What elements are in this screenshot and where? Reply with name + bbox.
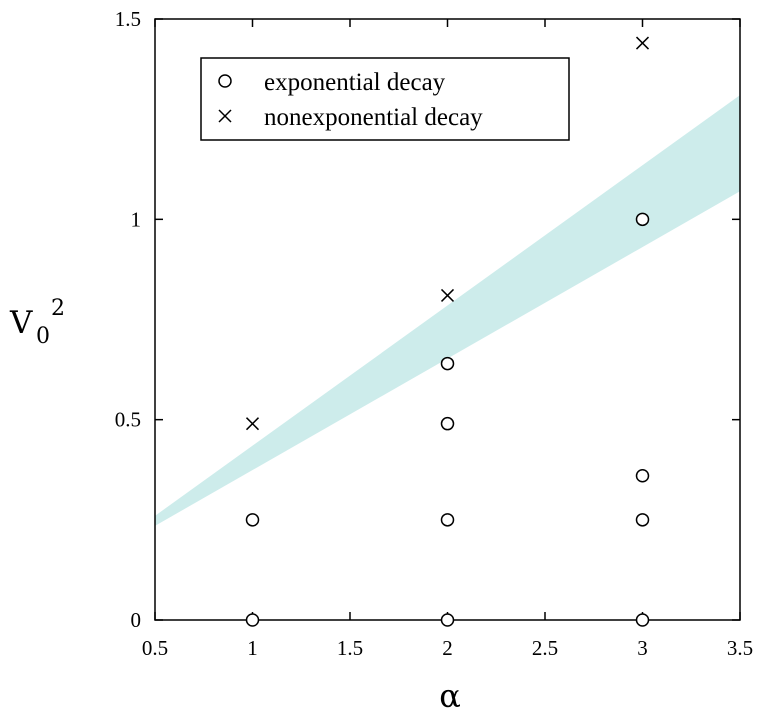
y-axis-label: V 0 2 [9,296,65,349]
x-tick-label: 3.5 [727,636,753,660]
exponential-decay-point [635,469,650,483]
exponential-decay-point [440,356,455,371]
y-axis-label-base: V [9,305,33,341]
y-tick-label: 1.5 [115,7,141,31]
legend-label-exponential: exponential decay [264,69,446,96]
legend-cross-marker [218,109,232,123]
data-points [245,36,650,627]
nonexponential-decay-point [635,36,650,50]
legend-label-nonexponential: nonexponential decay [264,104,483,131]
y-axis-label-superscript: 2 [51,296,65,321]
exponential-decay-point [245,513,260,527]
x-tick-label: 1.5 [337,636,363,660]
exponential-decay-point [440,513,455,527]
exponential-decay-point [635,513,650,527]
nonexponential-decay-point [245,417,260,431]
legend-box [200,57,570,141]
x-tick-label: 3 [637,636,648,660]
legend: exponential decay nonexponential decay [200,57,570,141]
shaded-band-region [155,95,740,526]
x-tick-label: 2.5 [532,636,558,660]
x-tick-label: 2 [442,636,453,660]
x-tick-label: 1 [247,636,258,660]
exponential-decay-point [440,416,455,431]
exponential-decay-point [635,212,650,227]
y-axis-label-subscript: 0 [36,324,50,349]
y-tick-label: 0.5 [115,408,141,432]
exponential-decay-point [440,613,455,627]
x-axis-label: α [439,677,461,715]
exponential-decay-point [245,613,260,627]
exponential-decay-point [635,613,650,627]
x-tick-label: 0.5 [142,636,168,660]
y-tick-label: 1 [131,207,142,231]
legend-circle-marker [218,74,232,88]
nonexponential-decay-point [440,288,455,302]
y-tick-label: 0 [131,608,142,632]
axis-ticks: 0.5 1 1.5 2 2.5 3 3.500.511.5 [115,7,753,660]
